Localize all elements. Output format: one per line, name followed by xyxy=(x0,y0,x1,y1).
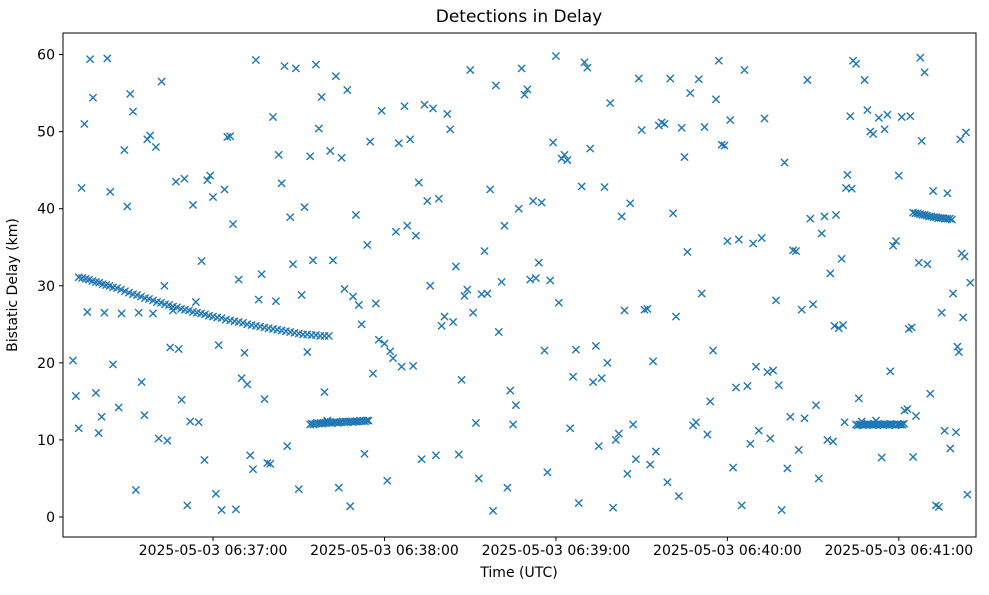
x-tick-label: 2025-05-03 06:37:00 xyxy=(139,543,288,559)
scatter-points-descending-track-39km xyxy=(909,208,956,224)
y-ticks: 0 10 20 30 40 50 60 xyxy=(37,48,63,526)
x-tick-label: 2025-05-03 06:40:00 xyxy=(653,543,802,559)
x-tick-label: 2025-05-03 06:38:00 xyxy=(310,543,459,559)
chart-title: Detections in Delay xyxy=(436,7,603,27)
x-ticks: 2025-05-03 06:37:00 2025-05-03 06:38:00 20… xyxy=(139,537,973,559)
y-tick-label: 0 xyxy=(46,510,55,526)
data-points xyxy=(69,52,975,515)
scatter-points-descending-track-31-to-23km xyxy=(74,273,333,340)
y-tick-label: 20 xyxy=(37,356,55,372)
x-tick-label: 2025-05-03 06:39:00 xyxy=(482,543,631,559)
scatter-points-scattered-detections xyxy=(69,52,975,515)
y-tick-label: 40 xyxy=(37,202,55,218)
x-axis-label: Time (UTC) xyxy=(479,565,557,581)
y-tick-label: 10 xyxy=(37,433,55,449)
y-tick-label: 60 xyxy=(37,48,55,64)
x-tick-label: 2025-05-03 06:41:00 xyxy=(824,543,973,559)
y-axis-label: Bistatic Delay (km) xyxy=(5,218,21,352)
plot-border xyxy=(62,32,977,538)
y-tick-label: 50 xyxy=(37,125,55,141)
y-tick-label: 30 xyxy=(37,279,55,295)
scatter-points-flat-track-12km-late xyxy=(852,419,908,430)
